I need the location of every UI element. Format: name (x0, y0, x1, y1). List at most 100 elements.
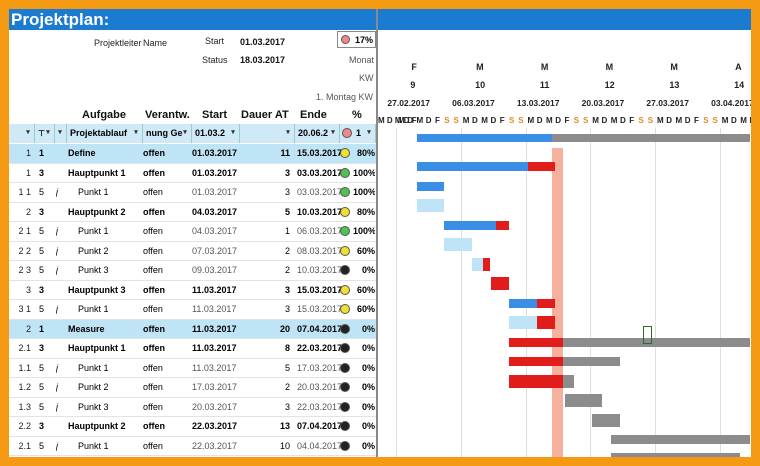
row-task[interactable]: Punkt 1 (78, 226, 109, 236)
table-row[interactable]: 1 3 Hauptpunkt 1 offen 01.03.2017 3 03.03.2017… (9, 164, 376, 183)
row-start[interactable]: 22.03.2017 (192, 421, 238, 431)
filter-pct[interactable]: 1 ▾ (340, 124, 376, 143)
row-task[interactable]: Define (68, 148, 96, 158)
row-duration[interactable]: 11 (280, 148, 290, 158)
row-responsible[interactable]: offen (143, 323, 165, 334)
row-task[interactable]: Punkt 3 (78, 401, 109, 412)
table-row[interactable]: 2 3 5 j Punkt 3 offen 09.03.2017 2 10.03.2017 0% (9, 261, 376, 281)
row-start[interactable]: 01.03.2017 (192, 148, 238, 158)
row-task[interactable]: Punkt 1 (78, 187, 109, 197)
row-start[interactable]: 01.03.2017 (192, 167, 238, 178)
filter-resp[interactable]: nung Ge ▾ (143, 124, 192, 143)
status-date-value[interactable]: 18.03.2017 (240, 55, 286, 65)
row-start[interactable]: 11.03.2017 (192, 304, 237, 314)
selected-cell[interactable] (643, 326, 652, 344)
table-row[interactable]: 2 1 Measure offen 11.03.2017 20 07.04.2017 0% (9, 319, 376, 339)
row-duration[interactable]: 20 (279, 323, 290, 334)
filter-duration[interactable]: ▾ (240, 124, 295, 143)
row-start[interactable]: 07.03.2017 (192, 245, 238, 256)
row-responsible[interactable]: offen (143, 440, 163, 451)
row-task[interactable]: Hauptpunkt 3 (68, 284, 126, 295)
row-responsible[interactable]: offen (143, 343, 165, 353)
table-row[interactable]: 1.3 5 j Punkt 3 offen 20.03.2017 3 22.03.2017 0% (9, 398, 376, 417)
row-task[interactable]: Punkt 3 (78, 265, 109, 275)
row-duration[interactable]: 2 (284, 265, 290, 275)
table-row[interactable]: 2.1 3 Hauptpunkt 1 offen 11.03.2017 8 22.03.20… (9, 339, 376, 359)
table-row[interactable]: 2 1 5 j Punkt 1 offen 04.03.2017 1 06.03.2017 10… (9, 222, 376, 242)
table-row[interactable]: 1 1 5 j Punkt 1 offen 01.03.2017 3 03.03.2017 10… (9, 183, 376, 203)
row-duration[interactable]: 5 (284, 206, 290, 217)
dropdown-arrow-icon[interactable]: ▾ (134, 129, 138, 136)
row-duration[interactable]: 3 (284, 187, 290, 197)
row-start[interactable]: 11.03.2017 (192, 323, 237, 334)
row-responsible[interactable]: offen (143, 226, 163, 236)
row-responsible[interactable]: offen (143, 284, 165, 295)
table-row[interactable]: 2 2 5 j Punkt 2 offen 07.03.2017 2 08.03.2017 60… (9, 242, 376, 261)
projektleiter-value[interactable]: Name (143, 38, 168, 48)
row-start[interactable]: 01.03.2017 (192, 187, 238, 197)
row-task[interactable]: Hauptpunkt 2 (68, 206, 126, 217)
filter-id[interactable]: ▾ (9, 124, 35, 143)
row-responsible[interactable]: offen (143, 304, 163, 314)
row-start[interactable]: 11.03.2017 (192, 284, 237, 295)
row-duration[interactable]: 2 (284, 382, 290, 392)
row-responsible[interactable]: offen (143, 421, 165, 431)
filter-end[interactable]: 20.06.2 ▾ (295, 124, 340, 143)
filter-task[interactable]: Projektablauf ▾ (67, 124, 143, 143)
row-task[interactable]: Hauptpunkt 1 (68, 167, 126, 178)
row-responsible[interactable]: offen (143, 167, 165, 178)
row-start[interactable]: 22.03.2017 (192, 440, 238, 451)
dropdown-arrow-icon[interactable]: ▾ (58, 129, 62, 136)
row-start[interactable]: 04.03.2017 (192, 206, 238, 217)
row-task[interactable]: Measure (68, 323, 105, 334)
row-duration[interactable]: 2 (284, 245, 290, 256)
filter-level[interactable]: ⊤ ▾ (35, 124, 55, 143)
start-date-value[interactable]: 01.03.2017 (240, 37, 286, 47)
row-duration[interactable]: 13 (279, 421, 290, 431)
dropdown-arrow-icon[interactable]: ▾ (26, 129, 30, 136)
row-start[interactable]: 04.03.2017 (192, 226, 238, 236)
row-duration[interactable]: 10 (279, 440, 290, 451)
row-duration[interactable]: 3 (284, 284, 290, 295)
row-duration[interactable]: 3 (284, 167, 290, 178)
row-task[interactable]: Punkt 1 (78, 440, 109, 451)
table-row[interactable]: 3 3 Hauptpunkt 3 offen 11.03.2017 3 15.03.2017… (9, 281, 376, 300)
row-start[interactable]: 11.03.2017 (192, 343, 237, 353)
row-start[interactable]: 20.03.2017 (192, 401, 238, 412)
table-row[interactable]: 1.2 5 j Punkt 2 offen 17.03.2017 2 20.03.2017 0% (9, 378, 376, 398)
dropdown-arrow-icon[interactable]: ▾ (231, 129, 235, 136)
row-responsible[interactable]: offen (143, 382, 163, 392)
row-task[interactable]: Hauptpunkt 2 (68, 421, 126, 431)
table-row[interactable]: 3 1 5 j Punkt 1 offen 11.03.2017 3 15.03.2017 60… (9, 300, 376, 320)
table-row[interactable]: 1 1 Define offen 01.03.2017 11 15.03.2017 80% (9, 144, 376, 164)
table-row[interactable]: 2.1 5 j Punkt 1 offen 22.03.2017 10 04.04.2017 0… (9, 437, 376, 456)
row-responsible[interactable]: offen (143, 245, 163, 256)
dropdown-arrow-icon[interactable]: ▾ (183, 129, 187, 136)
row-task[interactable]: Hauptpunkt 1 (68, 343, 126, 353)
row-responsible[interactable]: offen (143, 401, 163, 412)
filter-sym[interactable]: ▾ (55, 124, 67, 143)
row-responsible[interactable]: offen (143, 187, 163, 197)
row-responsible[interactable]: offen (143, 265, 163, 275)
table-row[interactable]: 2.2 3 Hauptpunkt 2 offen 22.03.2017 13 07.04.2… (9, 417, 376, 437)
row-task[interactable]: Punkt 1 (78, 362, 109, 373)
dropdown-arrow-icon[interactable]: ▾ (286, 129, 290, 136)
table-row[interactable]: 2 3 Hauptpunkt 2 offen 04.03.2017 5 10.03.2017… (9, 203, 376, 222)
row-duration[interactable]: 3 (284, 304, 290, 314)
filter-start[interactable]: 01.03.2 ▾ (192, 124, 240, 143)
table-row[interactable]: 1.1 5 j Punkt 1 offen 11.03.2017 5 17.03.2017 0% (9, 359, 376, 378)
row-responsible[interactable]: offen (143, 206, 165, 217)
dropdown-arrow-icon[interactable]: ▾ (331, 129, 335, 136)
dropdown-arrow-icon[interactable]: ▾ (367, 129, 371, 136)
row-task[interactable]: Punkt 1 (78, 304, 109, 314)
row-responsible[interactable]: offen (143, 362, 163, 373)
row-task[interactable]: Punkt 2 (78, 245, 109, 256)
row-duration[interactable]: 8 (284, 343, 290, 353)
dropdown-arrow-icon[interactable]: ▾ (46, 129, 50, 136)
row-responsible[interactable]: offen (143, 148, 165, 158)
row-duration[interactable]: 1 (284, 226, 290, 236)
row-start[interactable]: 11.03.2017 (192, 362, 237, 373)
row-duration[interactable]: 5 (284, 362, 290, 373)
row-duration[interactable]: 3 (284, 401, 290, 412)
row-task[interactable]: Punkt 2 (78, 382, 109, 392)
